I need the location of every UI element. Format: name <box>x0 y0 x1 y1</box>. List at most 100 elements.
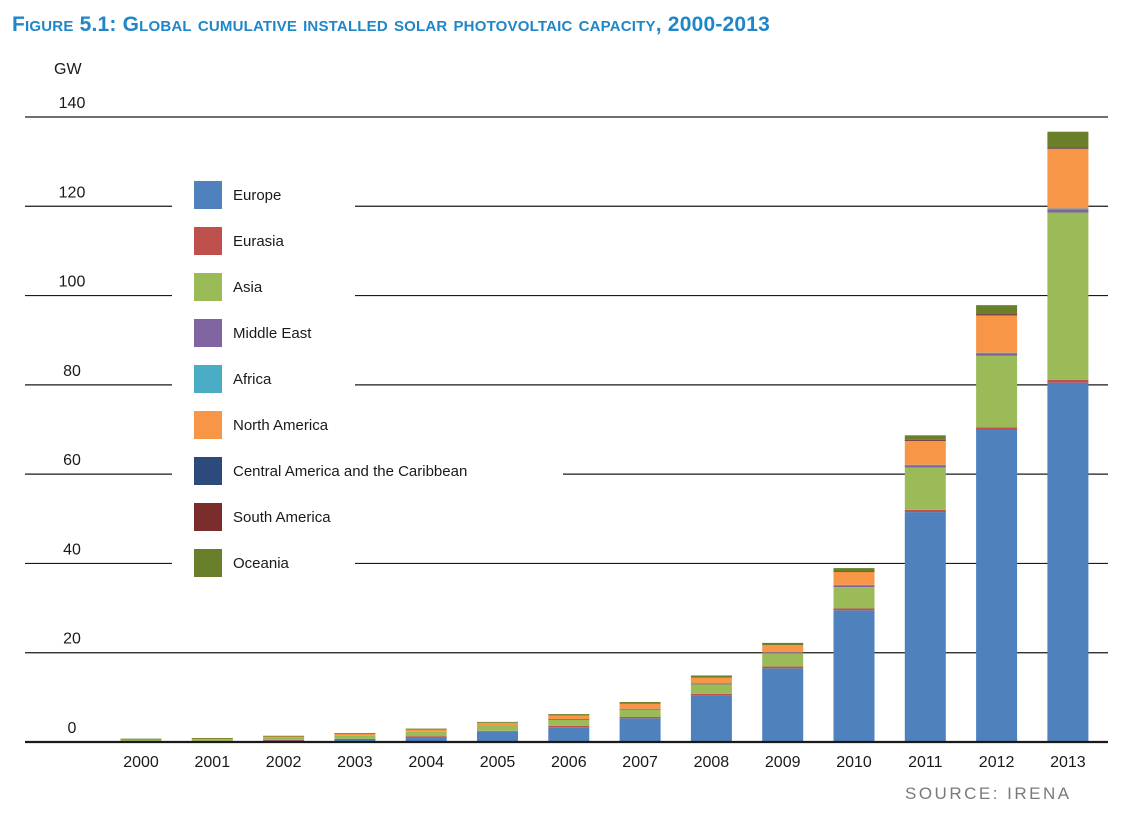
figure-title: Figure 5.1: Global cumulative installed … <box>12 13 771 36</box>
legend: Europe Eurasia Asia Middle East Africa North … <box>194 181 467 577</box>
bar-segment <box>548 725 590 728</box>
bar-segment <box>191 738 233 740</box>
bar-segment <box>477 721 518 723</box>
bar-segment <box>833 608 875 611</box>
y-axis-tick-labels: 0 20 40 60 80 100 120 140 <box>59 95 86 737</box>
bar-segment <box>904 465 946 468</box>
bar-segment <box>1047 382 1089 742</box>
bar-segment <box>762 653 804 667</box>
bar-segment <box>690 683 732 685</box>
source-note: SOURCE: IRENA <box>905 784 1072 803</box>
bar-segment <box>1047 147 1089 149</box>
bars <box>120 131 1089 743</box>
bar-segment <box>833 568 875 572</box>
bar-segment <box>120 739 162 742</box>
y-tick-label: 40 <box>63 541 81 558</box>
x-tick-label: 2007 <box>622 754 658 771</box>
bar-segment <box>477 722 518 726</box>
x-tick-label: 2006 <box>551 754 587 771</box>
x-tick-label: 2002 <box>266 754 302 771</box>
legend-swatch <box>194 457 222 485</box>
bar-segment <box>690 675 732 678</box>
bar-segment <box>619 708 661 717</box>
bar-segment <box>976 305 1018 315</box>
bar-segment <box>833 610 875 742</box>
bar-segment <box>1047 209 1089 213</box>
bar-segment <box>1047 208 1089 210</box>
bar-segment <box>1047 131 1089 148</box>
legend-label: North America <box>233 417 329 434</box>
bar-segment <box>548 727 590 742</box>
bar-segment <box>976 314 1018 315</box>
y-tick-label: 20 <box>63 631 81 648</box>
bar-segment <box>976 352 1018 354</box>
bar-segment <box>405 729 447 732</box>
y-tick-label: 120 <box>59 184 86 201</box>
bar-segment <box>191 737 233 739</box>
bar-segment <box>120 739 162 740</box>
legend-label: Central America and the Caribbean <box>233 463 467 480</box>
legend-label: Eurasia <box>233 233 285 250</box>
legend-swatch <box>194 319 222 347</box>
bar-segment <box>762 642 804 646</box>
bar-segment <box>904 440 946 465</box>
legend-label: Africa <box>233 371 272 388</box>
legend-swatch <box>194 549 222 577</box>
bar-segment <box>904 509 946 513</box>
bar-segment <box>904 464 946 466</box>
bar-segment <box>120 738 162 740</box>
bar-segment <box>833 587 875 609</box>
bar-segment <box>334 738 376 740</box>
bar-segment <box>690 677 732 684</box>
bar-segment <box>191 739 233 741</box>
legend-swatch <box>194 411 222 439</box>
legend-swatch <box>194 503 222 531</box>
bar-segment <box>976 353 1018 356</box>
bar-segment <box>263 739 305 741</box>
legend-label: Middle East <box>233 325 312 342</box>
y-tick-label: 140 <box>59 95 86 112</box>
bar-segment <box>976 314 1018 353</box>
bar-segment <box>833 585 875 588</box>
bar-segment <box>833 571 875 585</box>
x-tick-label: 2009 <box>765 754 801 771</box>
bar-segment <box>690 693 732 696</box>
bar-segment <box>405 736 447 742</box>
bar-segment <box>976 314 1018 316</box>
bar-segment <box>334 739 376 742</box>
bar-segment <box>904 512 946 742</box>
y-tick-label: 80 <box>63 363 81 380</box>
bar-segment <box>477 731 518 742</box>
legend-swatch <box>194 181 222 209</box>
bar-segment <box>976 427 1018 430</box>
bar-segment <box>405 731 447 737</box>
bar-segment <box>904 467 946 510</box>
x-tick-label: 2008 <box>694 754 730 771</box>
x-tick-label: 2012 <box>979 754 1015 771</box>
bar-segment <box>263 737 305 740</box>
x-tick-label: 2001 <box>195 754 231 771</box>
bar-segment <box>405 736 447 737</box>
bar-segment <box>405 728 447 730</box>
bar-segment <box>548 719 590 726</box>
x-tick-label: 2013 <box>1050 754 1086 771</box>
bar-segment <box>762 666 804 669</box>
y-axis-unit-label: GW <box>54 61 82 78</box>
legend-label: Oceania <box>233 555 290 572</box>
y-tick-label: 0 <box>68 720 77 737</box>
bar-segment <box>976 355 1018 428</box>
bar-segment <box>833 571 875 573</box>
legend-swatch <box>194 365 222 393</box>
x-tick-label: 2004 <box>408 754 444 771</box>
bar-segment <box>477 730 518 732</box>
bar-segment <box>548 719 590 720</box>
x-axis-tick-labels: 2000 2001 2002 2003 2004 2005 2006 2007 2008 2009… <box>123 754 1086 771</box>
bar-segment <box>904 439 946 441</box>
x-tick-label: 2010 <box>836 754 872 771</box>
bar-segment <box>477 725 518 731</box>
bar-segment <box>619 703 661 709</box>
x-tick-label: 2005 <box>480 754 516 771</box>
bar-segment <box>762 652 804 654</box>
bar-segment <box>833 584 875 586</box>
x-tick-label: 2003 <box>337 754 373 771</box>
